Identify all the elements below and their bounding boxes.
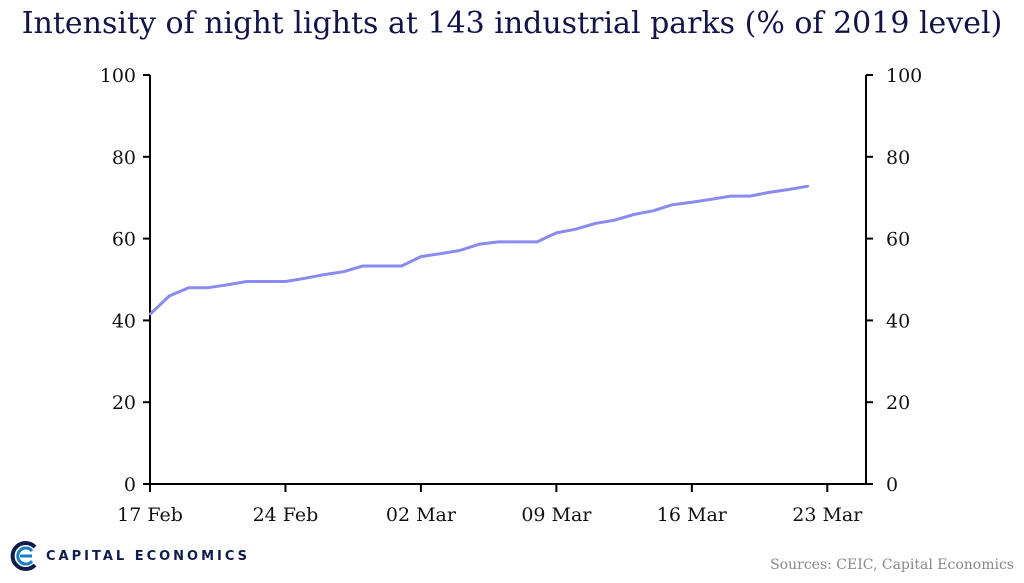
logo-text: CAPITAL ECONOMICS [46,548,251,564]
data-point [651,209,655,212]
data-point [613,218,616,222]
x-tick-label: 02 Mar [386,504,457,526]
right-y-tick-label: 60 [886,229,910,251]
series-line [148,184,809,316]
data-point [342,270,345,273]
data-point [187,286,190,289]
data-point [671,203,674,206]
data-point [748,194,752,198]
data-point [768,191,771,194]
data-point [168,294,171,298]
data-point [787,188,790,191]
data-point [419,255,423,258]
left-y-tick-label: 0 [124,474,136,496]
data-point [690,200,694,204]
data-point [497,240,500,244]
data-point [400,264,403,268]
capital-economics-logo: CAPITAL ECONOMICS [8,538,250,574]
series-group [148,184,810,316]
left-y-tick-label: 60 [112,229,136,251]
data-point [148,313,152,316]
right-y-tick-label: 20 [886,392,910,414]
x-tick-label: 23 Mar [792,504,863,526]
data-point [516,240,519,244]
left-y-tick-label: 80 [112,147,136,169]
right-y-tick-label: 0 [886,474,898,496]
source-note: Sources: CEIC, Capital Economics [770,557,1014,573]
data-point [574,227,577,231]
data-point [303,277,307,280]
data-point [206,286,210,289]
data-point [361,264,365,268]
data-point [264,280,268,283]
data-point [381,264,384,268]
capital-economics-logo-icon [10,541,37,571]
data-point [729,194,732,198]
data-point [439,252,442,255]
right-y-ticks: 0 20 40 60 80 100 [866,65,922,496]
x-tick-label: 09 Mar [521,504,592,526]
data-point [477,243,481,246]
data-point [322,273,326,276]
data-point [593,222,597,225]
data-point [806,185,810,188]
left-y-tick-label: 40 [112,310,136,332]
x-ticks: 17 Feb 24 Feb 02 Mar 09 Mar 16 Mar 23 Mar [117,484,863,526]
right-y-tick-label: 100 [886,65,922,87]
data-point [535,240,539,244]
x-tick-label: 24 Feb [253,504,319,526]
data-point [632,213,635,216]
data-point [226,283,229,287]
data-point [709,198,713,201]
data-point [284,280,287,283]
data-point [245,280,248,283]
data-point [555,231,558,235]
chart-title: Intensity of night lights at 143 industr… [21,6,1003,41]
chart-axes [149,75,867,485]
x-tick-label: 16 Mar [657,504,728,526]
data-point [458,249,461,252]
left-y-tick-label: 100 [100,65,136,87]
left-y-ticks: 0 20 40 60 80 100 [100,65,150,496]
right-y-tick-label: 40 [886,310,910,332]
left-y-tick-label: 20 [112,392,136,414]
x-tick-label: 17 Feb [117,504,183,526]
right-y-tick-label: 80 [886,147,910,169]
